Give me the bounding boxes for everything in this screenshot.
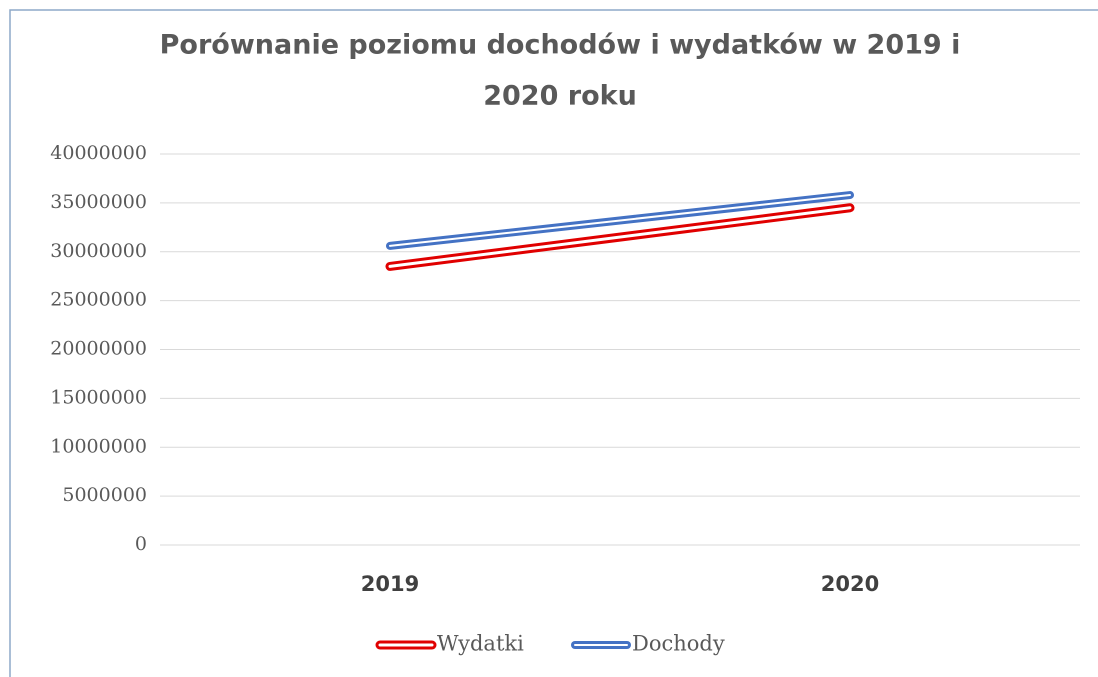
y-tick-label: 10000000 xyxy=(50,435,147,457)
y-tick-label: 30000000 xyxy=(50,240,147,262)
y-tick-label: 15000000 xyxy=(50,386,147,408)
chart-title: Porównanie poziomu dochodów i wydatków w… xyxy=(160,30,961,61)
series-line-inner xyxy=(388,206,852,268)
legend-label: Wydatki xyxy=(437,632,524,656)
x-tick-label: 2020 xyxy=(821,572,879,596)
y-tick-label: 5000000 xyxy=(62,484,147,506)
legend-label: Dochody xyxy=(632,632,725,656)
y-tick-label: 25000000 xyxy=(50,289,147,311)
y-tick-label: 40000000 xyxy=(50,142,147,164)
y-tick-label: 35000000 xyxy=(50,191,147,213)
y-tick-label: 20000000 xyxy=(50,338,147,360)
chart-border xyxy=(9,9,1098,677)
series-line-inner xyxy=(389,194,851,247)
x-tick-label: 2019 xyxy=(361,572,419,596)
y-tick-label: 0 xyxy=(135,533,147,555)
chart-title: 2020 roku xyxy=(483,81,637,112)
